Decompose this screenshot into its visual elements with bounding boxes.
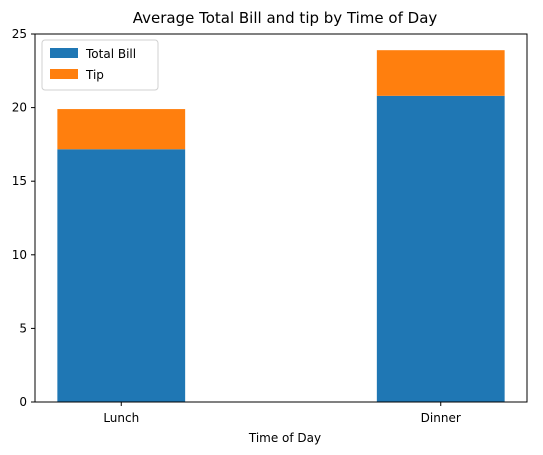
bar-total-bill-dinner bbox=[376, 95, 505, 402]
y-tick-label: 10 bbox=[12, 248, 27, 262]
axes-layer: 0 5 10 15 20 25 Lunch Dinner bbox=[12, 27, 528, 425]
legend-label-tip: Tip bbox=[85, 68, 104, 82]
bar-total-bill-lunch bbox=[57, 149, 186, 402]
y-tick-label: 25 bbox=[12, 27, 27, 41]
x-tick-label-dinner: Dinner bbox=[421, 411, 461, 425]
plot-frame bbox=[34, 33, 528, 403]
y-tick-label: 20 bbox=[12, 101, 27, 115]
chart-title: Average Total Bill and tip by Time of Da… bbox=[133, 9, 438, 27]
legend-label-total-bill: Total Bill bbox=[85, 47, 136, 61]
bars-layer bbox=[57, 50, 505, 402]
bar-tip-dinner bbox=[376, 50, 505, 96]
legend-swatch-total-bill bbox=[50, 48, 78, 58]
y-tick-label: 5 bbox=[19, 321, 27, 335]
bar-tip-lunch bbox=[57, 109, 186, 150]
legend-swatch-tip bbox=[50, 69, 78, 79]
x-axis-title: Time of Day bbox=[248, 431, 321, 445]
legend: Total Bill Tip bbox=[41, 39, 159, 91]
x-tick-label-lunch: Lunch bbox=[103, 411, 139, 425]
y-tick-label: 15 bbox=[12, 174, 27, 188]
y-tick-label: 0 bbox=[19, 395, 27, 409]
